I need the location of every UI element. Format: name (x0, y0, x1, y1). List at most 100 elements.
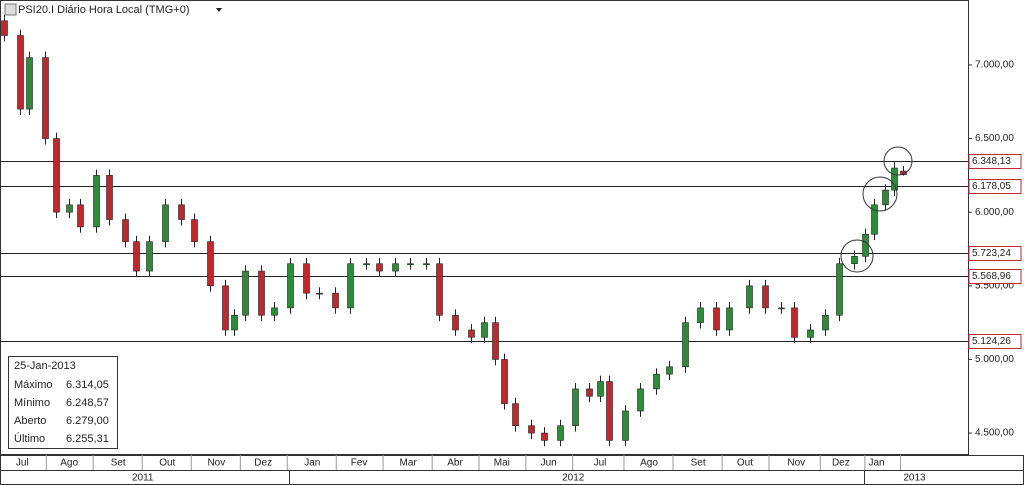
y-tick-label: 4.500,00 (975, 428, 1014, 439)
candle-body (900, 170, 907, 175)
info-box-frame (8, 356, 118, 449)
level-label: 6.178,05 (972, 181, 1011, 192)
candle-body (528, 425, 535, 434)
x-tick-label: Mai (494, 458, 510, 469)
candle-body (133, 241, 140, 272)
level-label-box (968, 154, 1022, 169)
x-tick-label: Jun (541, 458, 557, 469)
level-label-box (968, 269, 1022, 284)
x-tick-label: Nov (207, 458, 225, 469)
candle-body (347, 263, 354, 309)
info-value: 6.248,57 (66, 397, 109, 409)
candle-body (258, 270, 265, 316)
candle-body (882, 189, 889, 206)
level-label: 5.568,96 (972, 271, 1011, 282)
info-label: Aberto (14, 415, 46, 427)
level-label: 5.124,26 (972, 336, 1011, 347)
chart-icon[interactable] (4, 3, 17, 16)
candle-body (713, 307, 720, 331)
candle-body (778, 307, 785, 310)
candle-body (146, 241, 153, 272)
candle-body (66, 204, 73, 213)
candle-body (653, 373, 660, 390)
candle-body (332, 292, 339, 309)
candle-body (316, 292, 323, 295)
x-tick-label: Out (159, 458, 175, 469)
candle-body (501, 359, 508, 404)
candle-body (586, 388, 593, 397)
candle-body (26, 57, 33, 110)
x-tick-label: Set (111, 458, 126, 469)
info-date: 25-Jan-2013 (14, 360, 76, 372)
x-tick-label: Abr (447, 458, 463, 469)
candle-body (682, 322, 689, 368)
info-label: Mínimo (14, 397, 50, 409)
candle-body (697, 307, 704, 323)
y-tick-label: 7.000,00 (975, 60, 1014, 71)
year-label: 2011 (132, 473, 154, 484)
candle-body (376, 263, 383, 272)
info-value: 6.279,00 (66, 415, 109, 427)
candle-body (862, 233, 869, 257)
annotation-circle (840, 239, 874, 273)
candle-body (572, 388, 579, 426)
candle-body (106, 175, 113, 220)
candle-body (436, 263, 443, 316)
x-tick-label: Out (737, 458, 753, 469)
x-tick-label: Fev (351, 458, 368, 469)
x-tick-label: Dez (832, 458, 850, 469)
candle-body (452, 314, 459, 331)
info-box: 25-Jan-2013 Máximo 6.314,05 Mínimo 6.248… (8, 356, 118, 449)
plot-frame (0, 0, 969, 455)
y-tick-label: 5.500,00 (975, 280, 1014, 291)
x-tick-label: Mar (400, 458, 418, 469)
level-label: 6.348,13 (972, 156, 1011, 167)
chart-title: PSI20.I Diário Hora Local (TMG+0) (18, 4, 189, 16)
candle-body (191, 219, 198, 242)
candle-body (42, 57, 49, 139)
x-tick-label: Ago (60, 458, 78, 469)
candle-body (303, 263, 310, 294)
candle-body (162, 204, 169, 242)
candle-body (512, 403, 519, 426)
info-value: 6.255,31 (66, 433, 109, 445)
candle-body (178, 204, 185, 220)
y-tick-label: 5.000,00 (975, 354, 1014, 365)
x-tick-label: Jan (868, 458, 884, 469)
year-label: 2012 (562, 473, 585, 484)
candle-body (1, 20, 8, 36)
candle-body (242, 270, 249, 316)
x-tick-label: Jan (304, 458, 320, 469)
candle-body (637, 388, 644, 412)
candle-body (468, 329, 475, 338)
candle-body (807, 329, 814, 338)
candle-body (423, 263, 430, 266)
candle-body (77, 204, 84, 228)
level-label-box (968, 246, 1022, 261)
candle-body (557, 425, 564, 441)
candle-body (791, 307, 798, 338)
candle-body (492, 322, 499, 360)
candle-body (597, 381, 604, 397)
candle-body (222, 285, 229, 331)
candle-body (622, 410, 629, 441)
candle-body (822, 314, 829, 331)
candle-body (481, 322, 488, 338)
title-dropdown[interactable] (216, 8, 222, 12)
candle-body (541, 432, 548, 441)
level-label-box (968, 179, 1022, 194)
candle-body (726, 307, 733, 331)
candle-body (891, 167, 898, 191)
x-tick-label: Nov (787, 458, 805, 469)
candle-body (851, 256, 858, 265)
candle-body (271, 307, 278, 316)
x-tick-label: Dez (254, 458, 272, 469)
level-label-box (968, 334, 1022, 349)
y-tick-label: 6.000,00 (975, 207, 1014, 218)
candle-body (666, 366, 673, 375)
candle-body (407, 263, 414, 266)
candle-body (392, 263, 399, 272)
candle-body (122, 219, 129, 242)
candle-body (762, 285, 769, 309)
candle-body (363, 263, 370, 266)
